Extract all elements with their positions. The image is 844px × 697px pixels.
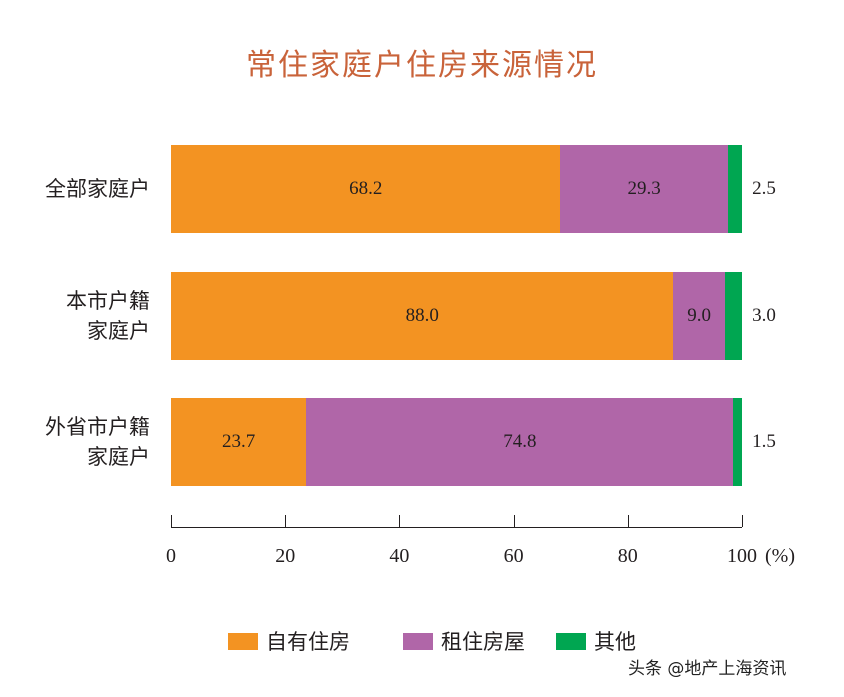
legend-swatch [403,632,433,650]
legend-item-1: 自有住房 [228,626,350,656]
category-label: 全部家庭户 [45,177,150,201]
bar-segment-2 [306,398,734,486]
x-tick-label: 0 [166,545,176,567]
x-tick [171,515,172,527]
bar-segment-1 [171,272,674,360]
x-tick-label: 100 [727,545,757,567]
bar-segment-1 [171,145,561,233]
x-tick [285,515,287,527]
bar-segment-2 [673,272,725,360]
value-label: 29.3 [627,178,661,199]
x-tick [627,515,629,527]
x-unit-label: (%) [765,545,795,567]
legend-label: 租住房屋 [441,630,525,654]
value-label: 3.0 [752,305,776,326]
legend-item-2: 租住房屋 [403,626,525,656]
legend-item-3: 其他 [556,626,636,656]
bar-segment-3 [724,272,742,360]
x-tick [399,515,401,527]
watermark: 头条 @地产上海资讯 [628,659,787,679]
bar-segment-3 [733,398,742,486]
x-tick-label: 40 [389,545,410,567]
value-label: 23.7 [222,431,256,452]
x-tick [513,515,515,527]
value-label: 2.5 [752,178,776,199]
category-label: 外省市户籍 家庭户 [45,415,150,469]
value-label: 74.8 [503,431,537,452]
value-label: 68.2 [349,178,383,199]
x-tick-label: 20 [275,545,296,567]
x-axis-line [171,527,742,528]
legend-label: 自有住房 [266,630,350,654]
value-label: 88.0 [405,305,439,326]
legend-label: 其他 [594,630,636,654]
x-tick-label: 60 [503,545,524,567]
bar-segment-2 [560,145,728,233]
value-label: 1.5 [752,431,776,452]
x-tick [742,515,743,527]
bar-segment-1 [171,398,307,486]
legend-swatch [556,632,586,650]
legend-swatch [228,632,258,650]
category-label: 本市户籍 家庭户 [66,289,150,343]
value-label: 9.0 [687,305,712,326]
bar-segment-3 [727,145,742,233]
x-tick-label: 80 [617,545,638,567]
chart-title: 常住家庭户住房来源情况 [246,48,598,83]
